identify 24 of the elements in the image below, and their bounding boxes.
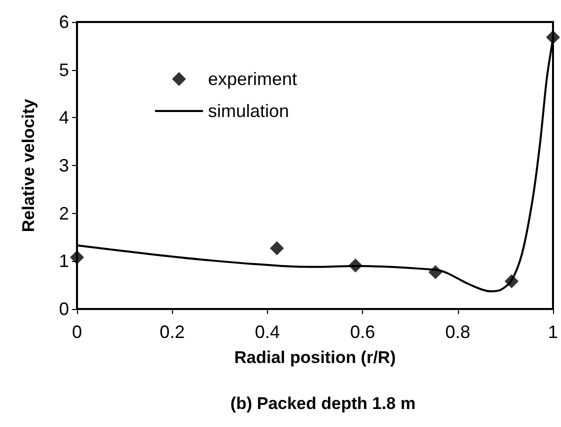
y-tick-label: 4 [58,108,69,128]
x-tick-label: 1 [548,322,558,342]
legend-label: experiment [208,69,298,89]
text: (b) Packed depth 1.8 m [230,394,416,413]
y-tick-label: 5 [58,60,69,80]
x-axis-title: Radial position (r/R) [234,348,396,367]
point [504,274,519,288]
point [428,265,442,280]
x-tick-label: 0.4 [254,322,280,342]
x-tick-label: 0.6 [350,322,376,342]
y-tick-label: 1 [58,251,69,272]
y-tick-label: 3 [58,156,69,176]
x-tick-label: 0.8 [445,322,470,342]
y-tick-label: 6 [58,12,69,32]
legend-label: simulation [208,101,290,121]
point [546,30,560,44]
y-tick-label: 0 [58,299,69,319]
x-tick-label: 0 [72,322,82,342]
x-tick-label: 0.2 [160,322,185,342]
point [270,241,284,256]
point [348,258,362,272]
y-tick-label: 2 [58,203,69,224]
y-axis-title: Relative velocity [19,98,38,232]
point [70,250,84,264]
